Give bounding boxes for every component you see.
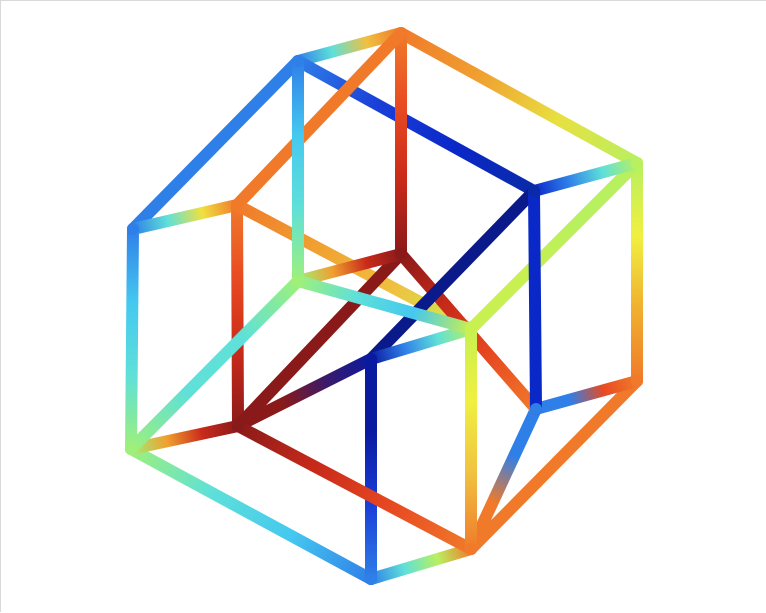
vertex-inner-lower-right bbox=[530, 403, 542, 415]
edge-v11-v12 bbox=[232, 353, 377, 432]
vertex-inner-lower-left bbox=[232, 420, 244, 432]
edge-v8-v0 bbox=[231, 27, 407, 211]
edge-v10-v11 bbox=[365, 185, 540, 365]
edge-v4-v3 bbox=[125, 443, 377, 585]
edge-v2-v8 bbox=[127, 199, 243, 235]
edge-v10-v7 bbox=[528, 157, 643, 197]
edge-v2-v1 bbox=[127, 55, 304, 235]
edge-v7-v14 bbox=[465, 157, 643, 335]
vertex-outer-right bbox=[631, 375, 643, 387]
vertex-inner-center bbox=[365, 353, 377, 365]
vertex-outer-upper-right bbox=[631, 157, 643, 169]
edge-v13-v3 bbox=[125, 275, 304, 455]
edge-v8-v12 bbox=[231, 199, 244, 432]
edge-v11-v14 bbox=[365, 323, 477, 365]
edge-v1-v10 bbox=[292, 55, 540, 197]
edge-v13-v14 bbox=[292, 275, 477, 335]
edge-v0-v7 bbox=[395, 27, 643, 169]
edge-v3-v12 bbox=[125, 420, 244, 455]
vertex-inner-mid-left bbox=[292, 275, 304, 287]
edge-v1-v0 bbox=[292, 27, 407, 67]
vertex-outer-left bbox=[127, 223, 139, 235]
vertex-outer-lower-right bbox=[465, 543, 477, 555]
edge-v3-v2 bbox=[125, 223, 139, 455]
vertex-inner-mid-right bbox=[465, 323, 477, 335]
vertex-layer bbox=[125, 27, 643, 585]
vertex-outer-top bbox=[395, 27, 407, 39]
vertex-outer-bottom bbox=[365, 573, 377, 585]
edge-v10-v15 bbox=[528, 185, 542, 415]
edge-v9-v13 bbox=[292, 248, 407, 287]
edge-v9-v12 bbox=[232, 248, 407, 432]
edge-v6-v15 bbox=[530, 375, 643, 415]
edge-v5-v4 bbox=[365, 543, 477, 585]
edge-v12-v5 bbox=[232, 420, 477, 555]
edge-v5-v15 bbox=[465, 403, 542, 555]
vertex-inner-back-top bbox=[395, 248, 407, 260]
edge-layer bbox=[125, 27, 643, 585]
vertex-inner-upper-left bbox=[231, 199, 243, 211]
edge-v6-v5 bbox=[465, 375, 643, 555]
vertex-outer-lower-left bbox=[125, 443, 137, 455]
vertex-inner-upper-right bbox=[528, 185, 540, 197]
vertex-outer-upper-left bbox=[292, 55, 304, 67]
